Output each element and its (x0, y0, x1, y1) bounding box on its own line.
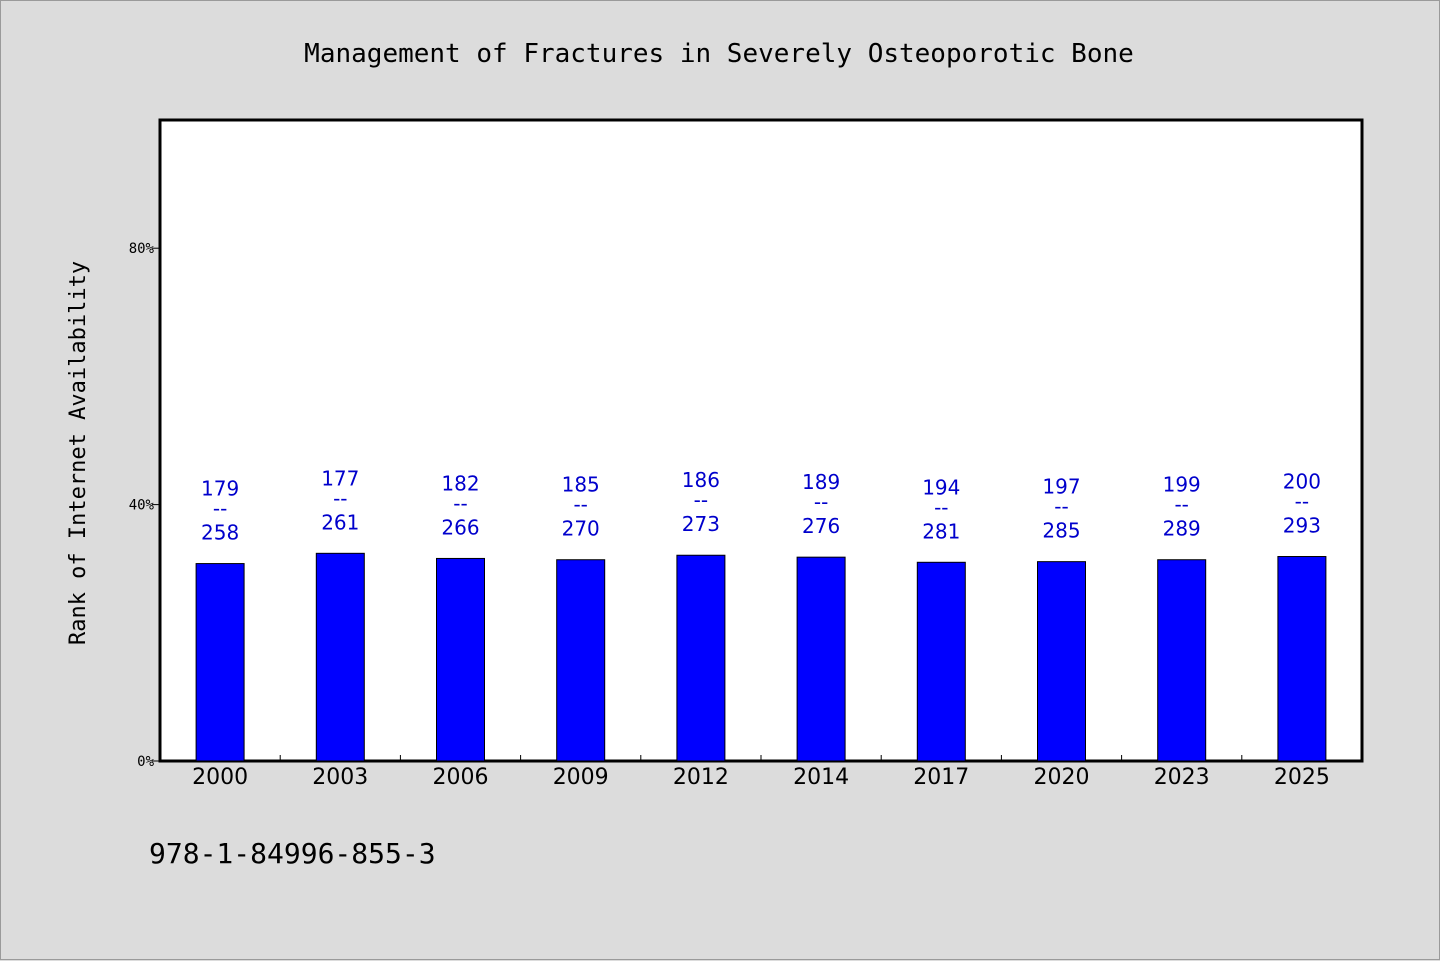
data-label-top: 197 (1042, 475, 1080, 499)
x-tick-label: 2009 (553, 765, 609, 790)
y-axis: 0% 40% 80% (129, 241, 160, 770)
data-label-bottom: 273 (682, 512, 720, 536)
data-label-bottom: 270 (562, 517, 600, 541)
y-tick-label: 0% (137, 754, 154, 770)
bar (556, 559, 606, 762)
x-axis: 2000 2003 2006 2009 2012 2014 2017 2020 2023 2025 (192, 755, 1330, 790)
data-label-separator: -- (453, 491, 467, 515)
x-tick-label: 2012 (673, 765, 729, 790)
data-label-bottom: 276 (802, 514, 840, 538)
bar (676, 554, 726, 762)
x-tick-label: 2000 (192, 765, 248, 790)
data-label-separator: -- (694, 488, 708, 512)
bar (1037, 561, 1086, 762)
data-label-bottom: 266 (441, 515, 479, 539)
x-tick-label: 2017 (913, 765, 969, 790)
data-labels-group: 179--258177--261182--266185--270186--273… (201, 466, 1321, 544)
chart-title: Management of Fractures in Severely Oste… (304, 39, 1134, 69)
x-tick-label: 2014 (793, 765, 849, 790)
data-label-bottom: 281 (922, 519, 960, 543)
data-label-bottom: 261 (321, 510, 359, 534)
data-label-separator: -- (333, 486, 347, 510)
y-tick-label: 40% (129, 498, 155, 514)
bar (195, 563, 245, 762)
data-label-top: 200 (1283, 470, 1321, 494)
data-label-separator: -- (1054, 495, 1068, 519)
data-label-bottom: 258 (201, 521, 239, 545)
x-tick-label: 2023 (1154, 765, 1210, 790)
data-label-separator: -- (934, 495, 948, 519)
bar (1277, 556, 1327, 762)
data-label-separator: -- (573, 493, 587, 517)
data-label-top: 177 (321, 466, 359, 490)
bars-group (195, 552, 1327, 762)
data-label-top: 189 (802, 470, 840, 494)
data-label-separator: -- (1295, 490, 1309, 514)
y-tick-label: 80% (129, 241, 155, 257)
data-label-top: 199 (1163, 473, 1201, 497)
data-label-top: 194 (922, 475, 960, 499)
data-label-separator: -- (814, 490, 828, 514)
data-label-top: 179 (201, 477, 239, 501)
x-tick-label: 2020 (1034, 765, 1090, 790)
data-label-bottom: 293 (1283, 514, 1321, 538)
x-tick-label: 2025 (1274, 765, 1330, 790)
x-tick-label: 2003 (312, 765, 368, 790)
data-label-bottom: 285 (1042, 519, 1080, 543)
bar (436, 557, 485, 762)
data-label-top: 186 (682, 468, 720, 492)
bar (796, 556, 846, 762)
data-label-bottom: 289 (1163, 517, 1201, 541)
bar (1157, 559, 1207, 762)
y-axis-label: Rank of Internet Availability (66, 261, 91, 645)
isbn-text: 978-1-84996-855-3 (149, 837, 436, 870)
data-label-separator: -- (1174, 493, 1188, 517)
data-label-top: 182 (441, 471, 479, 495)
x-tick-label: 2006 (433, 765, 489, 790)
bar (315, 552, 365, 762)
data-label-separator: -- (213, 497, 227, 521)
bar (916, 561, 966, 762)
data-label-top: 185 (562, 473, 600, 497)
